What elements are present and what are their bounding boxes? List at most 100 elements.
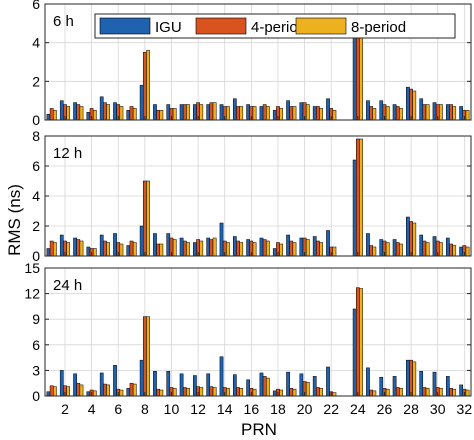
bar xyxy=(172,388,177,397)
bar xyxy=(166,104,171,121)
bar xyxy=(425,388,430,397)
bar xyxy=(166,233,171,257)
bar xyxy=(153,233,157,257)
bar xyxy=(103,102,107,121)
x-tick-label: 14 xyxy=(217,401,233,417)
bar xyxy=(262,239,267,257)
x-tick-label: 22 xyxy=(323,401,339,417)
bar xyxy=(459,246,463,257)
panel-1: 0 2 4 6 8 12 h xyxy=(32,128,472,264)
bar xyxy=(359,138,363,257)
bar xyxy=(432,236,437,257)
bar xyxy=(266,240,270,257)
bar xyxy=(76,382,81,397)
bar xyxy=(465,110,470,121)
bar xyxy=(179,237,184,257)
bar xyxy=(113,102,117,121)
y-tick-label: 0 xyxy=(32,248,40,264)
bar xyxy=(226,388,230,397)
x-tick-label: 18 xyxy=(270,401,286,417)
bar xyxy=(299,102,304,121)
bar xyxy=(126,388,131,397)
bar xyxy=(49,240,54,257)
bar xyxy=(132,383,137,397)
axes-box xyxy=(44,267,472,397)
bar xyxy=(352,308,357,397)
bar xyxy=(459,106,463,121)
bar xyxy=(316,106,320,121)
bar xyxy=(232,236,237,257)
bar xyxy=(326,366,330,397)
bar xyxy=(425,242,430,257)
y-tick-label: 2 xyxy=(32,218,40,234)
bar xyxy=(439,104,443,121)
x-tick-label: 6 xyxy=(114,401,122,417)
bar xyxy=(159,243,164,257)
bar xyxy=(199,104,204,121)
bar xyxy=(172,108,177,121)
bar xyxy=(182,387,187,397)
bar xyxy=(236,106,240,121)
bar xyxy=(209,239,214,257)
bar xyxy=(359,26,363,121)
bar xyxy=(449,243,453,257)
bar xyxy=(146,316,150,397)
bar xyxy=(99,372,104,397)
bar xyxy=(372,246,377,257)
y-tick-label: 0 xyxy=(32,112,40,128)
bar xyxy=(412,222,417,257)
bar xyxy=(159,110,164,121)
bar xyxy=(49,108,54,121)
x-tick-label: 2 xyxy=(61,401,69,417)
legend-box xyxy=(94,13,456,39)
bar xyxy=(252,388,257,397)
bar xyxy=(139,225,144,257)
bar xyxy=(132,108,137,121)
bar xyxy=(182,240,187,257)
bar xyxy=(106,384,110,397)
bar xyxy=(439,388,443,397)
bar xyxy=(246,239,250,257)
legend: IGU 4-period 8-period xyxy=(94,13,456,39)
bar xyxy=(432,371,437,397)
x-axis-title: PRN xyxy=(241,420,277,439)
bar xyxy=(286,234,290,257)
bar xyxy=(252,106,257,121)
bar xyxy=(279,108,284,121)
bar xyxy=(119,389,124,397)
bar xyxy=(226,106,230,121)
bar xyxy=(199,387,204,397)
bar xyxy=(79,240,84,257)
bar xyxy=(379,100,384,121)
x-tick-label: 16 xyxy=(244,401,260,417)
bar xyxy=(66,106,71,121)
bar xyxy=(449,104,453,121)
bar xyxy=(305,104,310,121)
bar xyxy=(103,240,107,257)
bar xyxy=(239,242,244,257)
bar xyxy=(92,248,97,257)
bar xyxy=(369,245,374,257)
bar xyxy=(146,180,150,257)
bar xyxy=(422,240,427,257)
bar xyxy=(239,106,244,121)
bar xyxy=(219,356,224,397)
bar xyxy=(452,388,457,397)
bar xyxy=(452,106,457,121)
bar xyxy=(139,359,144,397)
bar xyxy=(206,373,211,397)
bar xyxy=(166,371,171,397)
bar xyxy=(259,106,264,121)
bar xyxy=(239,388,244,397)
bar xyxy=(355,138,360,257)
bar xyxy=(59,234,64,257)
bar xyxy=(332,110,337,121)
bar xyxy=(369,106,374,121)
bar xyxy=(299,237,304,257)
bar xyxy=(289,106,294,121)
bar xyxy=(142,316,147,397)
bar xyxy=(395,106,400,121)
